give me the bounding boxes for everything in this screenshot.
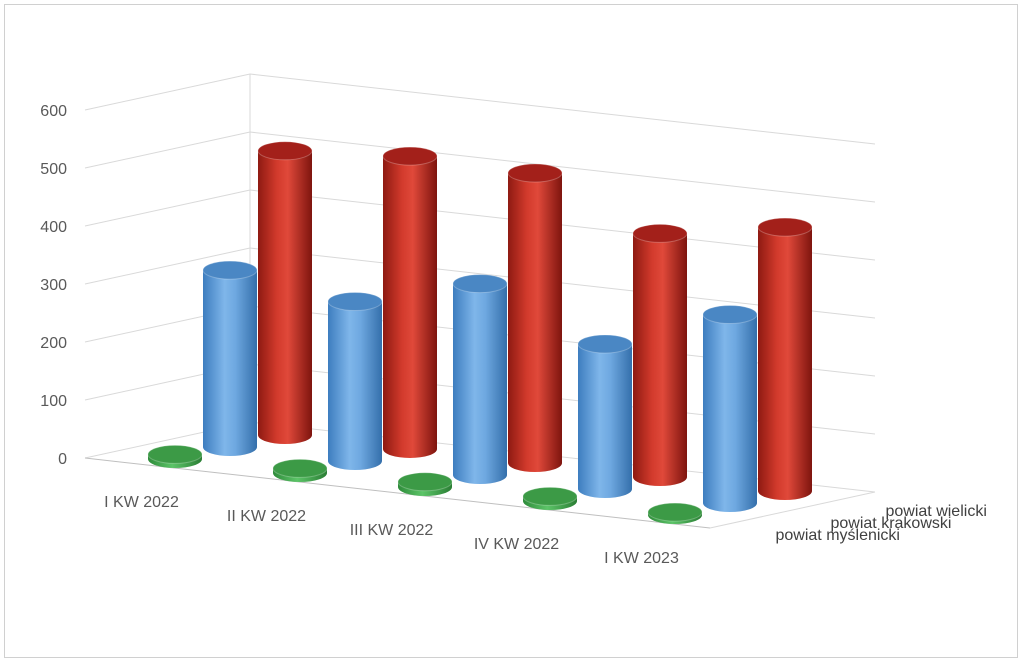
cylinder-bar bbox=[632, 223, 688, 486]
cylinder-body bbox=[703, 314, 757, 512]
cylinder-body bbox=[758, 227, 812, 500]
cylinder-bar bbox=[397, 472, 453, 496]
cylinder-bar bbox=[522, 486, 578, 510]
cylinder-top bbox=[507, 163, 563, 183]
cylinder-body bbox=[203, 270, 257, 456]
cylinder-body bbox=[633, 233, 687, 486]
gridline bbox=[84, 73, 876, 145]
gridline bbox=[84, 131, 876, 203]
cylinder-top bbox=[397, 472, 453, 492]
series-label: powiat wielicki bbox=[886, 503, 987, 520]
cylinder-bar bbox=[647, 502, 703, 524]
cylinder-bar bbox=[147, 444, 203, 468]
x-axis-line bbox=[84, 457, 711, 529]
cylinder-top bbox=[522, 486, 578, 506]
y-tick-label: 400 bbox=[40, 219, 67, 236]
y-tick-label: 200 bbox=[40, 335, 67, 352]
series-label: powiat krakowski bbox=[831, 515, 952, 532]
cylinder-top bbox=[632, 223, 688, 243]
gridline bbox=[84, 189, 876, 261]
cylinder-body bbox=[383, 156, 437, 458]
cylinder-bar bbox=[257, 141, 313, 445]
cylinder-top bbox=[327, 292, 383, 311]
cylinder-top bbox=[702, 305, 758, 324]
y-tick-label: 0 bbox=[58, 451, 67, 468]
cylinder-top bbox=[272, 458, 328, 478]
cylinder-top bbox=[577, 334, 633, 354]
floor-right-edge bbox=[709, 491, 876, 529]
cylinder-bar bbox=[577, 334, 633, 498]
y-tick-label: 500 bbox=[40, 161, 67, 178]
cylinder-bars bbox=[147, 141, 813, 524]
series-label: powiat myślenicki bbox=[776, 527, 900, 544]
category-label: IV KW 2022 bbox=[474, 536, 559, 553]
cylinder-body bbox=[508, 173, 562, 472]
cylinder-top bbox=[257, 141, 313, 161]
y-tick-label: 100 bbox=[40, 393, 67, 410]
cylinder-bar bbox=[382, 146, 438, 458]
cylinder-bar bbox=[272, 458, 328, 482]
cylinder-top bbox=[382, 146, 438, 166]
y-tick-label: 600 bbox=[40, 103, 67, 120]
cylinder-top bbox=[757, 217, 813, 237]
category-label: I KW 2022 bbox=[104, 494, 179, 511]
cylinder-top bbox=[452, 274, 508, 294]
cylinder-bar bbox=[757, 217, 813, 500]
cylinder-body bbox=[578, 344, 632, 498]
cylinder-top bbox=[647, 502, 703, 522]
cylinder-bar bbox=[327, 292, 383, 470]
cylinder-bar bbox=[202, 260, 258, 456]
cylinder-body bbox=[453, 283, 507, 484]
axis-labels: 0 100 200 300 400 500 600 I KW 2022 II KW 2022 II… bbox=[40, 103, 987, 567]
cylinder-bar bbox=[507, 163, 563, 472]
cylinder-body bbox=[328, 301, 382, 470]
cylinder-bar bbox=[452, 274, 508, 484]
cylinder-bar bbox=[702, 305, 758, 512]
cylinder-top bbox=[202, 260, 258, 280]
cylinder-top bbox=[147, 444, 203, 464]
category-label: I KW 2023 bbox=[604, 550, 679, 567]
y-tick-label: 300 bbox=[40, 277, 67, 294]
cylinder-body bbox=[258, 150, 312, 445]
category-label: III KW 2022 bbox=[350, 522, 434, 539]
category-label: II KW 2022 bbox=[227, 508, 306, 525]
